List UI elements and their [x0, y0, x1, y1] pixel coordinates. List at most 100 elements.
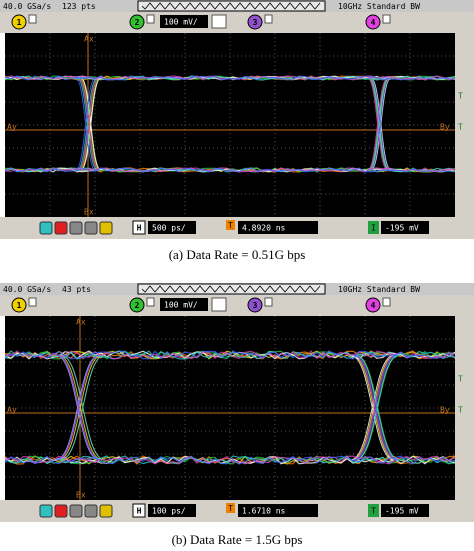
- h-box: [132, 220, 146, 235]
- channel-number: 3: [253, 18, 258, 27]
- channel-button: [247, 14, 263, 30]
- marker-ax: Ax: [84, 35, 94, 44]
- marker-by: By: [440, 406, 450, 415]
- channel-toggle: [264, 14, 273, 24]
- trigger-level: -195 mV: [385, 224, 419, 233]
- tool-button: [39, 221, 53, 235]
- channel-number: 4: [371, 301, 376, 310]
- timebase: 100 ps/: [152, 507, 186, 516]
- trigger-box: [381, 221, 429, 234]
- h-label: H: [137, 507, 142, 516]
- trigger-level: -195 mV: [385, 507, 419, 516]
- t-label: T: [228, 504, 233, 513]
- transition: [355, 354, 400, 461]
- bandwidth: 10GHz Standard BW: [338, 285, 420, 294]
- channel-button: [11, 297, 27, 313]
- transition: [60, 354, 105, 461]
- transition: [369, 77, 391, 171]
- i-box: [368, 504, 379, 517]
- transition: [350, 354, 395, 461]
- transition: [80, 77, 102, 171]
- scale-box: [160, 15, 208, 28]
- points: 43 pts: [62, 285, 91, 294]
- scale-ctrl: [211, 297, 227, 312]
- t-box: [226, 503, 235, 513]
- side-strip: [455, 316, 474, 500]
- h-label: H: [137, 224, 142, 233]
- tool-button: [69, 221, 83, 235]
- channel-toggle: [146, 14, 155, 24]
- delay: 4.8920 ns: [242, 224, 286, 233]
- tool-button: [99, 504, 113, 518]
- marker-ay: Ay: [7, 123, 17, 132]
- scale-box: [160, 298, 208, 311]
- channel-toggle: [28, 297, 37, 307]
- i-label: I: [371, 224, 376, 233]
- acq-box: [137, 283, 326, 295]
- channel-button: [11, 14, 27, 30]
- t-label: T: [228, 221, 233, 230]
- channel-toggle: [382, 297, 391, 307]
- i-box: [368, 221, 379, 234]
- channel-bar: [0, 12, 474, 33]
- channel-button: [365, 14, 381, 30]
- tool-button: [99, 221, 113, 235]
- channel-toggle: [264, 297, 273, 307]
- channel-number: 2: [135, 301, 140, 310]
- sample-rate: 40.0 GSa/s: [3, 2, 51, 11]
- h-box: [132, 503, 146, 518]
- trace: [4, 167, 456, 173]
- channel-toggle: [146, 297, 155, 307]
- scale: 100 mV/: [164, 301, 198, 310]
- tool-button: [69, 504, 83, 518]
- timebase-box: [148, 221, 196, 234]
- trigger-marker: T: [458, 406, 463, 415]
- transition: [58, 354, 103, 461]
- channel-number: 2: [135, 18, 140, 27]
- footer-bar: [0, 217, 474, 239]
- trigger-box: [381, 504, 429, 517]
- transition: [367, 77, 389, 171]
- channel-button: [129, 14, 145, 30]
- trace: [4, 75, 456, 81]
- t-box: [226, 220, 235, 230]
- transition: [76, 77, 98, 171]
- trace: [4, 455, 456, 465]
- channel-number: 1: [17, 18, 22, 27]
- trace: [4, 350, 456, 360]
- scope-screenshot: 40.0 GSa/s 123 pts 10GHz Standard BW 1 2 3 4 10…: [0, 0, 474, 262]
- bandwidth: 10GHz Standard BW: [338, 2, 420, 11]
- marker-ay: Ay: [7, 406, 17, 415]
- transition: [78, 77, 100, 171]
- tool-button: [39, 504, 53, 518]
- acq-wave: [141, 285, 321, 293]
- tool-button: [54, 504, 68, 518]
- side-strip: [455, 33, 474, 217]
- acq-box: [137, 0, 326, 12]
- trigger-marker: T: [458, 123, 463, 132]
- footer-bar: [0, 500, 474, 522]
- transition: [75, 77, 97, 171]
- channel-button: [247, 297, 263, 313]
- sample-rate: 40.0 GSa/s: [3, 285, 51, 294]
- acq-wave: [141, 2, 321, 10]
- transition: [55, 354, 101, 461]
- channel-number: 1: [17, 301, 22, 310]
- scale: 100 mV/: [164, 18, 198, 27]
- transition: [368, 77, 390, 171]
- timebase-box: [148, 504, 196, 517]
- transition: [352, 354, 397, 461]
- transition: [370, 77, 392, 171]
- tool-button: [54, 221, 68, 235]
- trigger-marker: T: [458, 375, 463, 384]
- transition: [353, 354, 398, 461]
- channel-bar: [0, 295, 474, 316]
- transition: [351, 354, 396, 461]
- delay-box: [238, 221, 318, 234]
- delay: 1.6710 ns: [242, 507, 286, 516]
- channel-button: [129, 297, 145, 313]
- channel-number: 3: [253, 301, 258, 310]
- channel-toggle: [382, 14, 391, 24]
- channel-button: [365, 297, 381, 313]
